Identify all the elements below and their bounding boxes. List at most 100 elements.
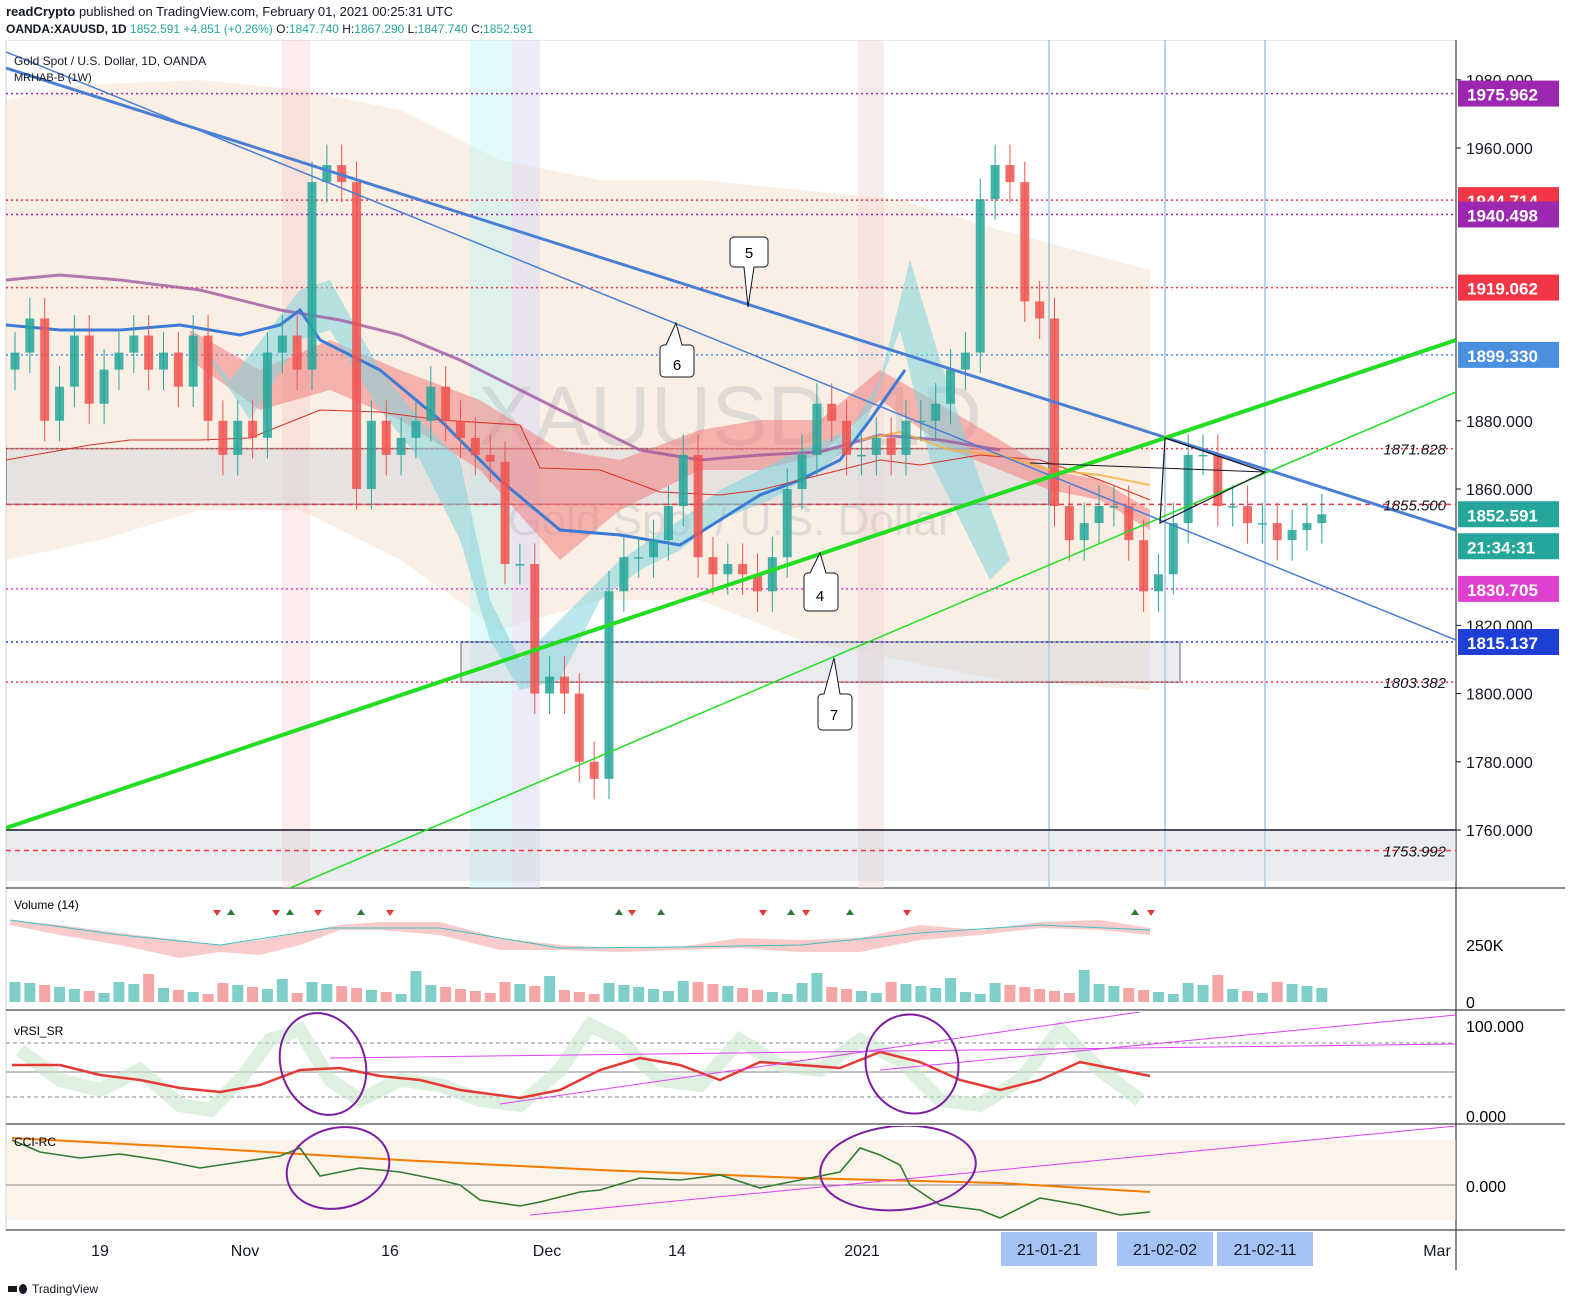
candle bbox=[515, 543, 525, 585]
volume-bar bbox=[1049, 991, 1060, 1002]
volume-bar bbox=[1316, 988, 1328, 1002]
candle bbox=[1287, 509, 1297, 561]
candle bbox=[812, 383, 822, 476]
candle bbox=[1243, 485, 1253, 544]
footer-brand[interactable]: TradingView bbox=[32, 1282, 99, 1296]
volume-bar bbox=[692, 982, 704, 1002]
volume-bar bbox=[128, 984, 140, 1002]
volume-ribbon bbox=[10, 920, 1150, 958]
candle bbox=[159, 332, 168, 391]
time-highlight-label: 21-01-21 bbox=[1001, 1232, 1097, 1266]
level-label: 1803.382 bbox=[1383, 675, 1446, 692]
zone-box bbox=[460, 641, 1181, 683]
svg-text:1899.330: 1899.330 bbox=[1467, 347, 1538, 366]
candle bbox=[441, 366, 451, 442]
volume-bar bbox=[1152, 992, 1164, 1002]
cci-pane bbox=[6, 1126, 1456, 1220]
volume-bar bbox=[1078, 970, 1090, 1002]
candle bbox=[916, 400, 926, 442]
candle bbox=[797, 434, 807, 510]
tradingview-logo-icon bbox=[8, 1283, 28, 1295]
candle bbox=[782, 468, 792, 578]
candle bbox=[708, 536, 718, 595]
high-value: 1867.290 bbox=[354, 22, 405, 36]
candle bbox=[322, 144, 332, 203]
candle bbox=[886, 417, 896, 476]
callout-6[interactable]: 6 bbox=[659, 321, 695, 378]
callout-5[interactable]: 5 bbox=[729, 236, 769, 308]
time-tick-label: Dec bbox=[533, 1243, 561, 1260]
time-tick-label: Nov bbox=[231, 1243, 259, 1260]
candle bbox=[411, 400, 421, 459]
callout-7[interactable]: 7 bbox=[817, 657, 853, 731]
zone-box bbox=[6, 830, 1456, 882]
last-price: 1852.591 bbox=[130, 22, 181, 36]
time-axis[interactable]: 19 Nov 16 Dec 14 2021 Mar 21-01-21 21-02-02 21-02… bbox=[91, 1232, 1451, 1266]
svg-text:1852.591: 1852.591 bbox=[1467, 506, 1538, 525]
candle bbox=[693, 434, 703, 578]
svg-text:5: 5 bbox=[745, 245, 753, 262]
trendline-green-thick bbox=[6, 338, 1456, 830]
time-tick-label: 14 bbox=[668, 1243, 686, 1260]
candle bbox=[619, 536, 629, 612]
volume-bar bbox=[410, 971, 422, 1002]
volume-bar bbox=[351, 988, 363, 1002]
volume-bar bbox=[202, 994, 214, 1002]
ma-blue bbox=[6, 307, 907, 547]
candle bbox=[767, 536, 777, 612]
volume-bar bbox=[1034, 989, 1046, 1002]
candle bbox=[277, 315, 287, 374]
chart-canvas[interactable]: XAUUSD, 1D Gold Spot / U.S. Dollar 5 6 4… bbox=[0, 40, 1571, 1310]
price-label: 1815.137 bbox=[1458, 628, 1559, 655]
volume-bar bbox=[603, 983, 615, 1002]
candle bbox=[262, 332, 272, 459]
trendline-blue-thin bbox=[6, 51, 1456, 641]
candle bbox=[40, 298, 50, 442]
volume-bar bbox=[945, 978, 957, 1002]
candle bbox=[975, 178, 985, 374]
volume-bar bbox=[766, 992, 778, 1002]
triangle-shape bbox=[1159, 437, 1267, 524]
signal-arrows bbox=[213, 909, 1155, 916]
volume-bar bbox=[707, 984, 719, 1002]
candle bbox=[663, 485, 673, 561]
volume-bar bbox=[1093, 984, 1105, 1002]
main-pane: XAUUSD, 1D Gold Spot / U.S. Dollar bbox=[6, 40, 1456, 888]
candle bbox=[99, 349, 109, 425]
volume-bar bbox=[440, 987, 452, 1002]
volume-bar bbox=[39, 985, 51, 1002]
candle bbox=[456, 400, 465, 459]
chart-title: Gold Spot / U.S. Dollar, 1D, OANDA bbox=[14, 54, 206, 68]
candle bbox=[292, 315, 302, 391]
volume-bar bbox=[885, 982, 897, 1002]
volume-bar bbox=[365, 990, 377, 1002]
candle bbox=[559, 656, 569, 715]
price-label: 1940.498 bbox=[1458, 201, 1559, 228]
price-axis[interactable]: 1980.0001960.0001880.0001860.0001820.000… bbox=[1456, 73, 1533, 840]
published-text: published on TradingView.com, February 0… bbox=[78, 4, 454, 19]
volume-bar bbox=[722, 986, 734, 1002]
price-tick-label: 1860.000 bbox=[1466, 482, 1533, 499]
candle bbox=[1302, 502, 1312, 551]
volume-bar bbox=[529, 986, 541, 1002]
volume-bar bbox=[633, 987, 645, 1002]
volume-bar bbox=[573, 992, 585, 1002]
candle bbox=[233, 400, 243, 476]
price-label: 1830.705 bbox=[1458, 575, 1559, 602]
candle bbox=[574, 673, 584, 783]
callout-4[interactable]: 4 bbox=[803, 551, 839, 612]
volume-bar bbox=[870, 993, 882, 1002]
trendline-blue-thick bbox=[6, 66, 1456, 532]
volume-bar bbox=[514, 984, 526, 1002]
ohlc-line: OANDA:XAUUSD, 1D 1852.591 +4.851 (+0.26%… bbox=[6, 22, 534, 36]
candle bbox=[589, 741, 599, 800]
svg-text:7: 7 bbox=[830, 707, 838, 724]
rsi-pane bbox=[6, 1012, 1456, 1118]
candle bbox=[871, 417, 881, 476]
candle bbox=[545, 656, 555, 715]
price-label: 21:34:31 bbox=[1458, 533, 1559, 560]
volume-bar bbox=[826, 987, 838, 1002]
candle bbox=[1035, 280, 1045, 339]
volume-bar bbox=[1019, 987, 1031, 1002]
author-name[interactable]: readCrypto bbox=[6, 4, 76, 19]
